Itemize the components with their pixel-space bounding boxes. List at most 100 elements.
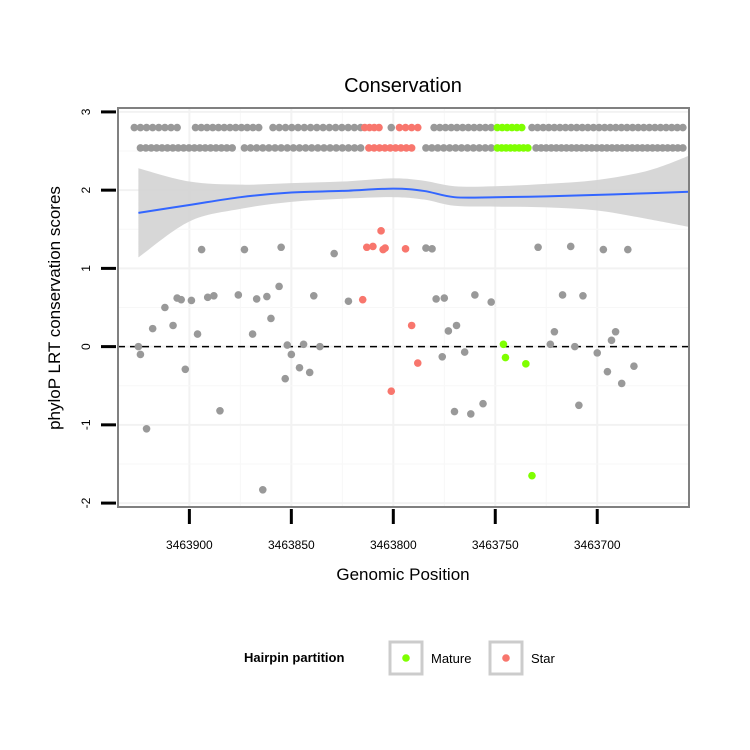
data-point-other bbox=[350, 144, 359, 152]
data-point-other bbox=[561, 123, 570, 132]
data-point-other bbox=[214, 123, 223, 132]
data-point-other bbox=[136, 123, 145, 132]
data-point-star bbox=[407, 144, 416, 152]
data-point-other bbox=[246, 144, 255, 152]
data-point-other bbox=[320, 144, 328, 152]
data-point-other bbox=[223, 144, 231, 152]
data-point-other bbox=[584, 123, 592, 132]
data-point-star bbox=[413, 359, 422, 367]
data-point-other bbox=[460, 348, 469, 356]
data-point-other bbox=[191, 123, 200, 132]
data-point-star bbox=[413, 123, 422, 132]
data-point-other bbox=[294, 123, 302, 132]
data-point-other bbox=[208, 123, 217, 132]
data-point-other bbox=[617, 123, 626, 132]
data-point-other bbox=[440, 294, 449, 302]
data-point-other bbox=[558, 291, 567, 299]
data-point-other bbox=[330, 249, 338, 258]
data-point-star bbox=[391, 144, 400, 152]
data-point-other bbox=[487, 123, 495, 132]
legend-swatch-star bbox=[502, 654, 510, 662]
legend: Hairpin partition Mature Star bbox=[244, 640, 556, 676]
data-point-other bbox=[206, 144, 215, 152]
data-point-other bbox=[167, 123, 175, 132]
data-point-other bbox=[332, 144, 341, 152]
data-point-other bbox=[142, 424, 151, 433]
data-point-other bbox=[350, 123, 359, 132]
data-point-other bbox=[645, 123, 654, 132]
data-point-mature bbox=[524, 144, 532, 152]
data-point-star bbox=[362, 243, 371, 252]
data-point-other bbox=[612, 123, 620, 132]
data-point-other bbox=[481, 144, 490, 152]
data-point-other bbox=[252, 144, 261, 152]
data-point-other bbox=[452, 321, 461, 330]
data-point-other bbox=[258, 144, 267, 152]
data-point-other bbox=[197, 123, 206, 132]
data-point-other bbox=[154, 123, 163, 132]
data-point-other bbox=[173, 123, 181, 132]
data-point-other bbox=[466, 410, 475, 418]
x-axis: 3463900 3463850 3463800 3463750 3463700 bbox=[166, 509, 621, 552]
data-point-star bbox=[397, 144, 405, 152]
data-point-other bbox=[338, 144, 347, 152]
data-point-other bbox=[617, 379, 626, 388]
data-point-other bbox=[463, 144, 472, 152]
data-point-other bbox=[593, 349, 602, 357]
data-point-other bbox=[190, 144, 199, 152]
data-point-star bbox=[358, 295, 367, 304]
data-point-other bbox=[147, 144, 156, 152]
legend-entries: Mature Star bbox=[388, 640, 556, 676]
data-point-other bbox=[533, 123, 542, 132]
data-point-other bbox=[287, 123, 296, 132]
data-point-other bbox=[439, 144, 448, 152]
data-point-other bbox=[231, 123, 240, 132]
data-point-other bbox=[142, 144, 150, 152]
data-point-star bbox=[395, 123, 404, 132]
data-point-other bbox=[263, 292, 271, 301]
y-tick-label: -2 bbox=[79, 497, 93, 508]
data-point-other bbox=[240, 144, 249, 152]
data-point-other bbox=[161, 303, 169, 312]
data-point-other bbox=[544, 123, 553, 132]
data-point-other bbox=[457, 144, 466, 152]
data-point-other bbox=[136, 144, 145, 152]
data-point-other bbox=[595, 123, 603, 132]
data-point-other bbox=[319, 123, 327, 132]
x-tick-label: 3463750 bbox=[472, 538, 519, 552]
data-point-other bbox=[673, 123, 682, 132]
data-point-other bbox=[444, 327, 453, 335]
data-point-other bbox=[258, 485, 267, 494]
data-point-other bbox=[217, 144, 226, 152]
x-axis-label: Genomic Position bbox=[336, 565, 469, 584]
data-point-other bbox=[344, 123, 352, 132]
data-point-other bbox=[325, 123, 334, 132]
data-point-other bbox=[169, 144, 177, 152]
data-point-other bbox=[203, 123, 211, 132]
data-point-other bbox=[338, 123, 346, 132]
data-point-other bbox=[566, 242, 575, 251]
data-point-other bbox=[299, 340, 308, 349]
data-point-other bbox=[430, 123, 438, 132]
data-point-other bbox=[679, 144, 687, 152]
data-point-other bbox=[142, 123, 151, 132]
data-point-other bbox=[487, 298, 495, 306]
data-point-other bbox=[313, 123, 321, 132]
data-point-mature bbox=[501, 353, 510, 362]
chart-title: Conservation bbox=[344, 75, 462, 97]
data-point-other bbox=[470, 123, 478, 132]
data-point-other bbox=[428, 144, 436, 152]
data-point-other bbox=[267, 314, 275, 323]
data-point-other bbox=[181, 365, 190, 374]
data-point-other bbox=[203, 293, 212, 302]
data-point-other bbox=[243, 123, 252, 132]
data-point-star bbox=[407, 321, 416, 330]
data-point-other bbox=[433, 144, 442, 152]
data-point-other bbox=[575, 401, 583, 410]
legend-title: Hairpin partition bbox=[244, 650, 344, 665]
data-point-other bbox=[316, 342, 324, 351]
data-point-star bbox=[375, 123, 383, 132]
data-point-other bbox=[539, 123, 547, 132]
data-point-other bbox=[326, 144, 334, 152]
data-point-other bbox=[306, 123, 315, 132]
